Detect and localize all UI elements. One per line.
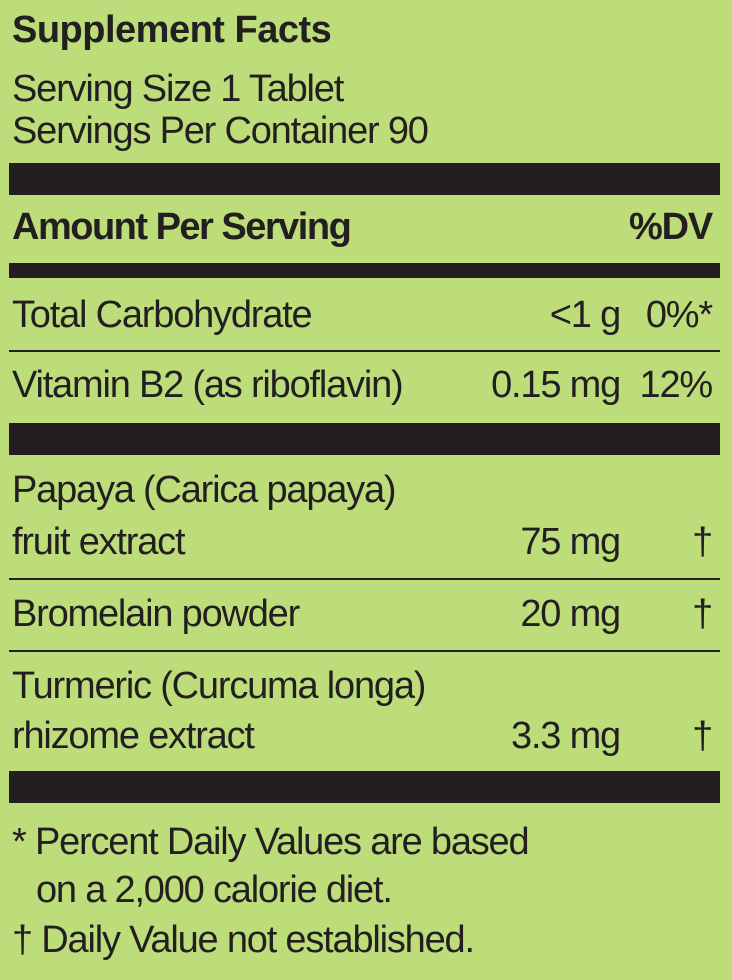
ingredient-name-cont: rhizome extract: [12, 715, 255, 757]
footnote-dv-basis: * Percent Daily Values are based: [12, 821, 530, 863]
ingredient-amount: 75 mg: [520, 521, 621, 563]
ingredient-dv: †: [692, 715, 713, 757]
ingredient-name-cont: fruit extract: [12, 521, 186, 563]
thin-divider: [9, 650, 720, 652]
ingredient-amount: 20 mg: [520, 593, 621, 635]
footnote-dv-not-established: † Daily Value not established.: [12, 919, 475, 961]
ingredient-dv: †: [692, 521, 713, 563]
thick-divider: [9, 163, 720, 195]
header-amount: Amount Per Serving: [12, 206, 352, 248]
medium-divider: [9, 263, 720, 278]
ingredient-dv: †: [692, 593, 713, 635]
thin-divider: [9, 578, 720, 580]
serving-size: Serving Size 1 Tablet: [12, 68, 344, 110]
label-title: Supplement Facts: [12, 9, 332, 51]
ingredient-name: Turmeric (Curcuma longa): [12, 665, 426, 707]
nutrient-dv: 12%: [639, 364, 714, 406]
ingredient-name: Papaya (Carica papaya): [12, 469, 397, 511]
nutrient-name: Total Carbohydrate: [12, 294, 313, 336]
thick-divider: [9, 423, 720, 455]
nutrient-dv: 0%*: [645, 294, 713, 336]
servings-per-container: Servings Per Container 90: [12, 110, 429, 152]
nutrient-amount: <1 g: [549, 294, 621, 336]
thick-divider: [9, 771, 720, 803]
nutrient-name: Vitamin B2 (as riboflavin): [12, 364, 404, 406]
nutrient-amount: 0.15 mg: [491, 364, 621, 406]
thin-divider: [9, 350, 720, 352]
ingredient-name: Bromelain powder: [12, 593, 300, 635]
ingredient-amount: 3.3 mg: [511, 715, 621, 757]
header-dv: %DV: [629, 206, 713, 248]
footnote-dv-basis-cont: on a 2,000 calorie diet.: [36, 869, 393, 911]
